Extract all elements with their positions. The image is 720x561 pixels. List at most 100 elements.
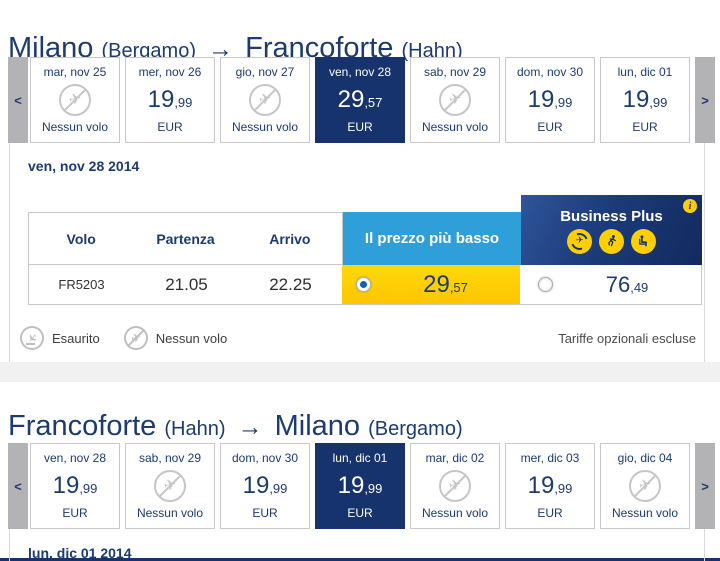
day-cell[interactable]: gio, dic 04 ✈ Nessun volo: [600, 443, 690, 529]
day-date: sab, nov 29: [423, 65, 487, 79]
optional-fares-note: Tariffe opzionali escluse: [558, 331, 696, 346]
no-flight-label: Nessun volo: [231, 120, 299, 134]
from-airport: (Bergamo): [101, 40, 196, 63]
legend: ✈ Esaurito ✈ Nessun volo: [20, 326, 227, 350]
fast-track-icon: [599, 229, 624, 254]
day-cell[interactable]: mar, dic 02 ✈ Nessun volo: [410, 443, 500, 529]
day-date: ven, nov 28: [43, 451, 107, 465]
lowest-price-value: 29,57: [423, 270, 468, 298]
day-cell[interactable]: ven, nov 28 19,99 EUR: [30, 443, 120, 529]
to-airport: (Bergamo): [368, 418, 463, 441]
day-cell[interactable]: lun, dic 01 19,99 EUR: [600, 57, 690, 143]
prev-arrow-button[interactable]: <: [8, 57, 28, 143]
business-price-option[interactable]: 76,49: [520, 265, 701, 304]
day-cell[interactable]: dom, nov 30 19,99 EUR: [220, 443, 310, 529]
day-currency: EUR: [537, 506, 563, 520]
from-airport: (Hahn): [164, 418, 226, 441]
next-arrow-button[interactable]: >: [695, 443, 715, 529]
day-date: mer, nov 26: [138, 65, 202, 79]
flight-table: Volo Partenza Arrivo Il prezzo più basso…: [28, 195, 702, 305]
day-price: 29,57: [337, 85, 383, 113]
selected-date-heading: ven, nov 28 2014: [28, 158, 140, 174]
day-cell[interactable]: mar, nov 25 ✈ Nessun volo: [30, 57, 120, 143]
inbound-route-title: Francoforte (Hahn) → Milano (Bergamo): [8, 409, 463, 446]
day-price: 19,99: [622, 85, 668, 113]
sold-out-label: Esaurito: [52, 330, 100, 346]
info-icon[interactable]: i: [683, 199, 697, 213]
lowest-price-radio[interactable]: [356, 277, 371, 292]
plane-icon: ✈: [446, 474, 463, 496]
day-cell[interactable]: sab, nov 29 ✈ Nessun volo: [125, 443, 215, 529]
no-flight-label: Nessun volo: [41, 120, 109, 134]
day-cell-selected[interactable]: ven, nov 28 29,57 EUR: [315, 57, 405, 143]
day-cell-selected[interactable]: lun, dic 01 19,99 EUR: [315, 443, 405, 529]
no-flight-label: Nessun volo: [421, 506, 489, 520]
plane-icon: ✈: [636, 474, 653, 496]
no-flight-icon: ✈: [249, 83, 281, 116]
from-city: Francoforte: [8, 410, 157, 443]
no-flight-icon: ✈: [629, 469, 661, 502]
outbound-detail-panel: ven, nov 28 2014 Volo Partenza Arrivo Il…: [9, 143, 705, 362]
day-cell[interactable]: mer, nov 26 19,99 EUR: [125, 57, 215, 143]
lowest-price-option[interactable]: 29,57: [342, 265, 520, 304]
plane-icon: ✈: [66, 88, 83, 110]
business-plus-icons: ✈: [521, 229, 702, 254]
inbound-date-carousel: < ven, nov 28 19,99 EUR sab, nov 29 ✈ Ne…: [8, 443, 715, 529]
to-airport: (Hahn): [401, 40, 463, 63]
no-flight-icon: ✈: [439, 469, 471, 502]
flight-table-header: Volo Partenza Arrivo Il prezzo più basso…: [28, 195, 702, 265]
day-price: 19,99: [527, 85, 573, 113]
day-cell[interactable]: gio, nov 27 ✈ Nessun volo: [220, 57, 310, 143]
no-flight-icon: ✈: [439, 83, 471, 116]
no-flight-label: Nessun volo: [136, 506, 204, 520]
col-header-departure: Partenza: [156, 230, 215, 247]
day-cell[interactable]: sab, nov 29 ✈ Nessun volo: [410, 57, 500, 143]
day-date: lun, dic 01: [617, 65, 673, 79]
bottom-border-line: [0, 558, 720, 561]
day-price: 19,99: [242, 471, 288, 499]
section-divider: [0, 362, 720, 382]
outbound-date-carousel: < mar, nov 25 ✈ Nessun volo mer, nov 26 …: [8, 57, 715, 143]
business-plus-header: i Business Plus ✈: [521, 195, 702, 265]
day-currency: EUR: [347, 120, 373, 134]
day-cell[interactable]: mer, dic 03 19,99 EUR: [505, 443, 595, 529]
arrival-time-cell: 22.25: [269, 274, 312, 294]
col-header-flight: Volo: [66, 230, 96, 247]
departure-time-cell: 21.05: [165, 274, 208, 294]
day-date: dom, nov 30: [231, 451, 299, 465]
plane-icon: ✈: [446, 88, 463, 110]
day-date: dom, nov 30: [516, 65, 584, 79]
day-date: gio, dic 04: [617, 451, 673, 465]
day-currency: EUR: [632, 120, 658, 134]
no-flight-legend-label: Nessun volo: [155, 330, 228, 346]
day-currency: EUR: [537, 120, 563, 134]
day-date: mar, dic 02: [425, 451, 485, 465]
business-price-value: 76,49: [605, 271, 649, 297]
no-flight-icon: ✈: [154, 469, 186, 502]
seat-icon: [631, 229, 656, 254]
plane-icon: ✈: [256, 88, 273, 110]
business-price-radio[interactable]: [538, 277, 553, 292]
day-cell[interactable]: dom, nov 30 19,99 EUR: [505, 57, 595, 143]
no-flight-icon: ✈: [59, 83, 91, 116]
arrow-glyph: →: [237, 413, 263, 442]
sold-out-icon: ✈: [20, 326, 44, 350]
prev-arrow-button[interactable]: <: [8, 443, 28, 529]
to-city: Milano: [274, 410, 361, 443]
col-header-arrival: Arrivo: [269, 230, 311, 247]
day-date: mer, dic 03: [520, 451, 580, 465]
flight-columns-header: Volo Partenza Arrivo: [28, 212, 343, 265]
flight-number-cell: FR5203: [58, 277, 105, 292]
lowest-price-header: Il prezzo più basso: [343, 212, 521, 265]
day-date: sab, nov 29: [138, 451, 202, 465]
inbound-detail-panel: lun, dic 01 2014: [9, 529, 705, 561]
next-arrow-button[interactable]: >: [695, 57, 715, 143]
plane-icon: ✈: [161, 474, 178, 496]
day-price: 19,99: [147, 85, 193, 113]
day-currency: EUR: [347, 506, 373, 520]
business-plus-title: Business Plus: [560, 208, 663, 225]
day-currency: EUR: [62, 506, 88, 520]
day-price: 19,99: [527, 471, 573, 499]
day-date: mar, nov 25: [43, 65, 107, 79]
